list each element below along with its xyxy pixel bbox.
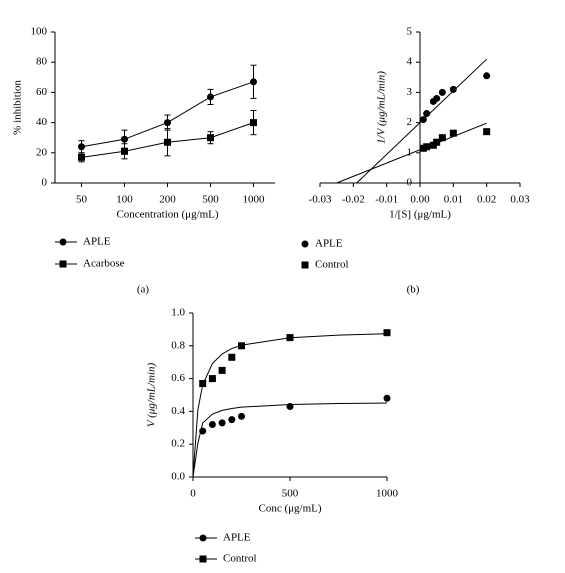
circle-marker [121,135,128,143]
square-marker [449,129,457,137]
circle-marker [208,421,216,429]
square-marker [228,353,236,361]
y-tick-label: 0.6 [171,372,185,384]
x-tick-label: 1000 [376,488,399,500]
x-tick-label: 0.03 [510,194,530,206]
circle-marker [228,416,236,424]
x-tick-label: -0.02 [342,194,365,206]
y-tick-label: 4 [407,56,413,68]
y-tick-label: 0.4 [171,405,185,417]
legend-marker [199,555,207,563]
circle-marker [78,143,85,151]
square-marker [121,147,128,155]
legend-label: APLE [315,238,343,250]
square-marker [78,153,85,161]
circle-marker [286,402,294,410]
x-tick-label: -0.01 [375,194,398,206]
fit-line [192,333,388,478]
y-tick-label: 40 [36,116,48,128]
circle-marker [433,94,441,102]
circle-marker [199,427,207,435]
square-marker [286,334,294,342]
circle-marker [250,78,257,86]
x-axis-label: 1/[S] (μg/mL) [389,209,451,221]
legend-marker [301,261,309,269]
panel-label: (a) [137,284,150,296]
y-tick-label: 0 [42,177,48,189]
circle-marker [383,394,391,402]
circle-marker [207,93,214,101]
circle-marker [238,412,245,420]
legend-marker [199,534,207,542]
circle-marker [218,419,226,427]
x-tick-label: 0.01 [444,194,463,206]
circle-marker [483,72,491,80]
x-tick-label: 100 [116,194,133,206]
legend-label: APLE [223,532,251,544]
square-marker [383,329,391,337]
y-tick-label: 100 [31,26,48,38]
y-axis-label: V (μg/mL/min) [146,363,158,428]
legend-marker [301,240,309,248]
y-tick-label: 3 [407,86,413,98]
x-tick-label: 0.02 [477,194,496,206]
circle-marker [449,85,457,93]
y-tick-label: 0.8 [171,339,185,351]
y-tick-label: 0.2 [171,438,185,450]
legend-marker [59,260,67,268]
square-marker [199,380,207,388]
circle-marker [423,110,431,118]
circle-marker [164,119,171,127]
fit-line [192,402,388,478]
y-tick-label: 5 [407,26,413,38]
square-marker [438,134,446,142]
y-tick-label: 2 [407,116,413,128]
legend-label: Control [223,553,257,565]
x-tick-label: 200 [159,194,176,206]
square-marker [164,138,171,146]
legend-marker [59,238,67,246]
x-tick-label: 50 [76,194,88,206]
square-marker [207,134,214,142]
x-axis-label: Concentration (μg/mL) [116,209,218,221]
square-marker [238,342,245,350]
circle-marker [438,88,446,96]
x-tick-label: 1000 [243,194,266,206]
y-tick-label: 20 [36,146,48,158]
square-marker [433,138,441,146]
x-tick-label: 500 [202,194,219,206]
x-tick-label: -0.03 [309,194,332,206]
y-tick-label: 0.0 [171,471,185,483]
square-marker [250,119,257,127]
square-marker [423,143,431,151]
square-marker [208,375,216,383]
circle-marker [419,116,427,124]
x-tick-label: 0 [190,488,196,500]
square-marker [483,128,491,136]
y-axis-label: % inhibition [12,80,24,135]
y-tick-label: 80 [36,56,48,68]
legend-label: APLE [83,236,111,248]
x-tick-label: 0.00 [410,194,430,206]
x-tick-label: 500 [282,488,299,500]
panel-label: (b) [407,284,420,296]
y-tick-label: 1.0 [171,307,185,319]
square-marker [218,366,226,374]
legend-label: Acarbose [83,258,125,270]
y-tick-label: 60 [36,86,48,98]
x-axis-label: Conc (μg/mL) [258,503,321,515]
legend-label: Control [315,259,349,271]
y-axis-label: 1/V (μg/mL/min) [376,71,388,144]
fit-line [336,122,487,184]
y-tick-label: 1 [407,146,413,158]
y-tick-label: 0 [407,177,413,189]
